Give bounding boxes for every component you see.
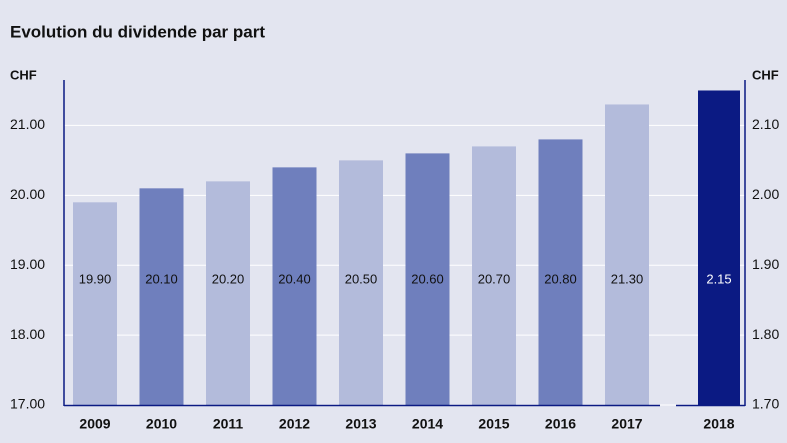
value-label: 2.15 xyxy=(706,271,731,286)
value-label: 20.20 xyxy=(212,271,245,286)
grid: 17.00 18.00 19.00 20.00 21.00 1.70 1.80 1.90 2.0… xyxy=(10,116,779,412)
x-tick-label: 2012 xyxy=(279,416,310,432)
value-label: 20.40 xyxy=(278,271,311,286)
y2-tick-label: 1.90 xyxy=(752,256,779,272)
y2-tick-label: 2.00 xyxy=(752,186,779,202)
x-tick-label: 2013 xyxy=(345,416,376,432)
bar xyxy=(73,202,117,405)
y-tick-label: 21.00 xyxy=(10,116,45,132)
x-tick-label: 2014 xyxy=(412,416,443,432)
y-tick-label: 17.00 xyxy=(10,396,45,412)
x-tick-label: 2016 xyxy=(545,416,576,432)
axes xyxy=(63,80,746,407)
bar xyxy=(139,188,184,405)
y-tick-label: 19.00 xyxy=(10,256,45,272)
value-label: 20.50 xyxy=(345,271,378,286)
bar xyxy=(206,181,250,405)
value-label: 21.30 xyxy=(611,271,644,286)
bar xyxy=(405,153,450,405)
x-tick-label: 2015 xyxy=(478,416,509,432)
value-label: 20.80 xyxy=(544,271,577,286)
bar xyxy=(605,104,649,405)
bar xyxy=(538,139,583,405)
bar xyxy=(472,146,516,406)
x-tick-label: 2009 xyxy=(79,416,110,432)
y2-axis-label: CHF xyxy=(752,67,779,82)
bar xyxy=(272,167,317,405)
y2-tick-label: 1.80 xyxy=(752,326,779,342)
x-tick-label: 2017 xyxy=(611,416,642,432)
value-label: 20.60 xyxy=(411,271,444,286)
x-tick-label: 2018 xyxy=(703,416,734,432)
chart-title: Evolution du dividende par part xyxy=(10,22,265,41)
y2-tick-label: 2.10 xyxy=(752,116,779,132)
y2-tick-label: 1.70 xyxy=(752,396,779,412)
bars: 2009 2010 2011 2012 2013 2014 2015 2016 2017 2018… xyxy=(73,90,740,432)
value-label: 20.70 xyxy=(478,271,511,286)
value-label: 19.90 xyxy=(79,271,112,286)
y-tick-label: 20.00 xyxy=(10,186,45,202)
x-tick-label: 2010 xyxy=(146,416,177,432)
bar xyxy=(339,160,383,405)
y-axis-label: CHF xyxy=(10,67,37,82)
y-tick-label: 18.00 xyxy=(10,326,45,342)
bar xyxy=(698,90,740,405)
value-label: 20.10 xyxy=(145,271,178,286)
x-tick-label: 2011 xyxy=(213,416,244,432)
